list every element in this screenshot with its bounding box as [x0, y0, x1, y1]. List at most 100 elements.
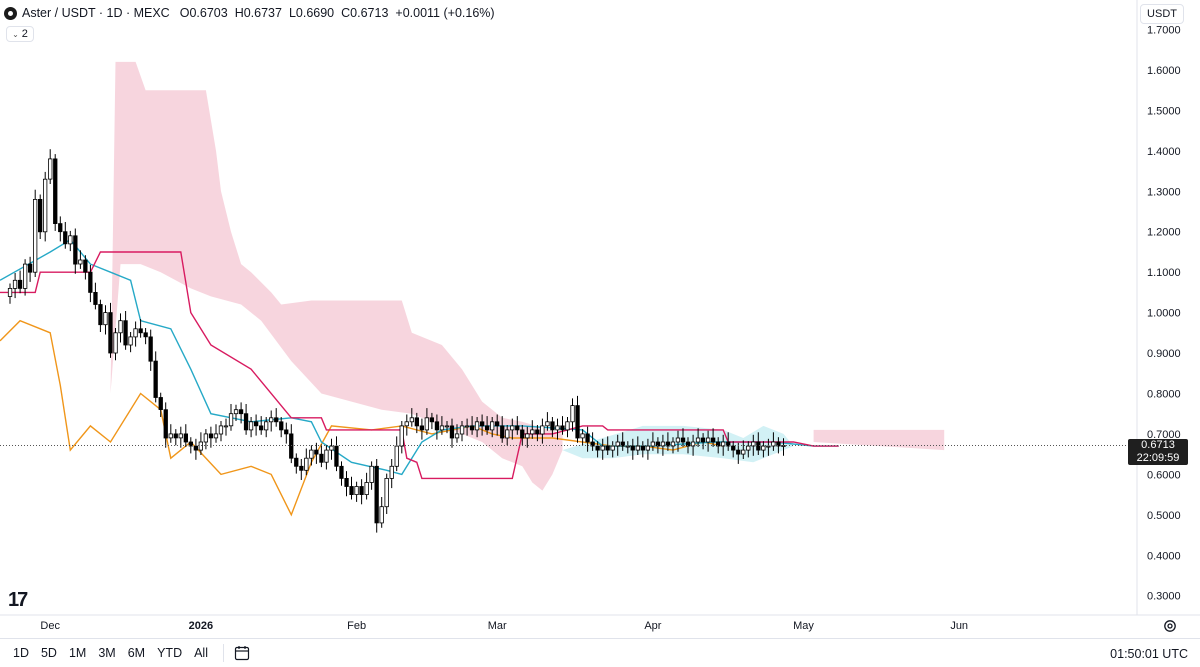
last-price-label: 0.6713 22:09:59	[1128, 438, 1188, 465]
range-6m-button[interactable]: 6M	[127, 646, 146, 660]
bottom-toolbar: 1D 5D 1M 3M 6M YTD All 01:50:01 UTC	[0, 638, 1200, 667]
candle-body	[429, 417, 435, 423]
candle-body	[550, 421, 555, 431]
candle-body	[630, 445, 635, 451]
candle-body	[27, 263, 33, 273]
candle-body	[22, 263, 28, 289]
tradingview-logo-icon[interactable]: 17	[8, 589, 28, 611]
time-axis-label: May	[793, 620, 814, 632]
chevron-down-icon: ⌄	[12, 29, 19, 39]
candle-body	[349, 486, 354, 496]
candle-body	[228, 413, 234, 427]
candle-body	[685, 441, 691, 447]
range-1m-button[interactable]: 1M	[68, 646, 87, 660]
candle-body	[776, 441, 781, 447]
ichimoku-cloud-future	[813, 429, 945, 451]
candle-body	[585, 433, 590, 443]
range-ytd-button[interactable]: YTD	[157, 646, 183, 660]
candle-body	[675, 437, 681, 443]
price-change: +0.0011 (+0.16%)	[395, 6, 495, 20]
candle-body	[253, 421, 259, 427]
candle-body	[93, 291, 98, 305]
candle-body	[665, 441, 671, 447]
candle-body	[103, 312, 108, 326]
candle-body	[771, 441, 776, 447]
candle-body	[48, 158, 53, 180]
indicators-toggle-button[interactable]: ⌄ 2	[6, 26, 34, 42]
time-axis-label: Jun	[950, 620, 968, 632]
candle-body	[294, 457, 299, 467]
candle-body	[233, 409, 239, 415]
candle-body	[565, 421, 570, 431]
candle-body	[193, 445, 199, 451]
lagging-span-line	[0, 319, 724, 517]
candle-body	[439, 425, 445, 431]
candle-body	[595, 445, 600, 451]
range-3m-button[interactable]: 3M	[98, 646, 116, 660]
candle-body	[68, 235, 73, 245]
candle-body	[736, 449, 741, 455]
candle-body	[33, 198, 38, 273]
settings-gear-icon[interactable]	[1163, 619, 1177, 633]
candle-body	[535, 429, 540, 435]
candle-body	[716, 441, 721, 447]
candle-body	[645, 445, 650, 451]
candle-body	[133, 328, 138, 338]
candle-body	[540, 425, 545, 435]
candle-body	[289, 433, 294, 459]
candle-body	[545, 421, 550, 427]
toolbar-divider	[223, 644, 224, 662]
last-price-value: 0.6713	[1141, 438, 1175, 451]
candle-body	[434, 421, 440, 431]
candle-body	[555, 425, 560, 431]
price-axis-label: 0.3000	[1147, 591, 1181, 603]
candle-body	[329, 445, 334, 451]
ichimoku-cloud-bearish	[110, 61, 563, 491]
price-chart[interactable]: 1.7000 1.6000 1.5000 1.4000 1.3000 1.2000 1.10…	[0, 0, 1200, 638]
candle-body	[78, 259, 83, 265]
candle-body	[494, 421, 500, 427]
time-axis-label: 2026	[189, 620, 213, 632]
candle-body	[143, 332, 148, 338]
candle-body	[620, 441, 625, 447]
candle-body	[334, 445, 339, 467]
time-axis-label: Apr	[644, 620, 661, 632]
currency-button[interactable]: USDT	[1140, 4, 1184, 24]
price-axis-label: 1.0000	[1147, 308, 1181, 320]
price-axis-label: 0.9000	[1147, 348, 1181, 360]
candle-body	[344, 477, 349, 487]
candle-body	[766, 445, 771, 448]
candle-body	[268, 417, 274, 423]
candle-body	[570, 405, 575, 423]
time-axis-label: Feb	[347, 620, 366, 632]
price-axis-label: 1.4000	[1147, 146, 1181, 158]
candle-body	[299, 465, 304, 471]
price-axis-label: 1.2000	[1147, 227, 1181, 239]
candle-body	[263, 421, 269, 431]
candle-body	[474, 421, 480, 431]
candle-body	[309, 449, 314, 459]
candle-body	[520, 429, 525, 439]
candle-body	[464, 425, 470, 428]
candle-body	[43, 178, 48, 233]
range-5d-button[interactable]: 5D	[40, 646, 57, 660]
candle-body	[399, 425, 404, 447]
candle-body	[479, 421, 485, 427]
symbol-title[interactable]: Aster / USDT · 1D · MEXC	[22, 6, 170, 20]
ohlc-high: H0.6737	[234, 6, 282, 20]
range-all-button[interactable]: All	[194, 646, 208, 660]
candle-body	[354, 486, 359, 496]
go-to-date-icon[interactable]	[234, 645, 250, 661]
range-1d-button[interactable]: 1D	[13, 646, 29, 660]
candle-body	[73, 235, 78, 265]
candle-body	[113, 332, 118, 354]
candle-body	[374, 465, 379, 524]
candle-body	[660, 441, 666, 447]
candle-body	[198, 441, 204, 451]
candle-body	[279, 421, 284, 431]
utc-clock[interactable]: 01:50:01 UTC	[1110, 647, 1188, 661]
candle-body	[258, 425, 264, 431]
candle-body	[515, 425, 520, 431]
candle-body	[12, 279, 18, 289]
candle-body	[208, 433, 214, 439]
